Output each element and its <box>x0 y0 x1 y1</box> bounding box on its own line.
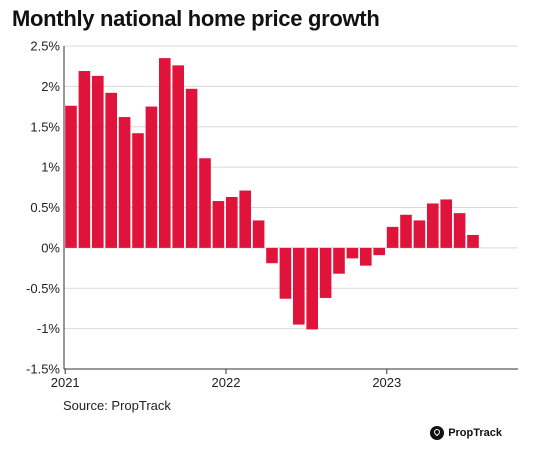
bars <box>65 58 479 330</box>
bar <box>239 190 251 248</box>
bar <box>453 213 466 248</box>
bar <box>373 247 385 256</box>
y-tick-label: 0% <box>41 240 60 255</box>
bar <box>252 220 265 248</box>
bar <box>346 247 359 259</box>
bar <box>306 247 318 330</box>
bar <box>279 247 292 299</box>
bar <box>105 92 117 248</box>
y-tick-label: 1.5% <box>30 119 60 134</box>
bar <box>266 247 278 264</box>
y-tick-labels: 2.5% 2% 1.5% 1% 0.5% 0% -0.5% -1% -1.5% <box>26 39 60 377</box>
bar <box>78 71 91 248</box>
bar <box>159 58 171 248</box>
x-tick-label: 2021 <box>51 375 80 390</box>
bar <box>440 199 452 248</box>
y-tick-label: -1% <box>37 321 61 336</box>
bar <box>65 105 77 248</box>
bar <box>319 247 332 298</box>
house-logo-icon <box>430 426 445 440</box>
bar <box>413 220 426 248</box>
bar <box>293 247 305 325</box>
y-tick-label: 2% <box>41 79 60 94</box>
bar <box>427 203 439 248</box>
bar <box>400 214 412 248</box>
bar <box>333 247 345 274</box>
axes <box>63 46 518 370</box>
brand-mark: PropTrack <box>430 426 502 440</box>
bar <box>185 88 198 248</box>
y-tick-label: 1% <box>41 160 60 175</box>
bar <box>199 158 211 248</box>
bar-chart: 2.5% 2% 1.5% 1% 0.5% 0% -0.5% -1% -1.5% 2021 2022… <box>26 39 518 390</box>
bar <box>467 234 479 248</box>
y-tick-label: 0.5% <box>30 200 60 215</box>
brand-name: PropTrack <box>448 427 502 439</box>
chart-title: Monthly national home price growth <box>12 6 380 31</box>
bar <box>212 201 225 248</box>
bar <box>132 133 144 248</box>
bar <box>226 197 238 248</box>
bar <box>172 65 184 248</box>
x-tick-labels: 2021 2022 2023 <box>51 369 401 390</box>
bar <box>386 226 399 248</box>
x-tick-label: 2023 <box>372 375 401 390</box>
bar <box>145 106 158 248</box>
y-tick-label: -1.5% <box>26 362 60 377</box>
y-tick-label: -0.5% <box>26 281 60 296</box>
bar <box>118 117 131 248</box>
y-tick-label: 2.5% <box>30 39 60 54</box>
bar <box>92 75 104 248</box>
source-note: Source: PropTrack <box>63 398 171 413</box>
bar <box>360 247 372 266</box>
x-tick-label: 2022 <box>212 375 241 390</box>
